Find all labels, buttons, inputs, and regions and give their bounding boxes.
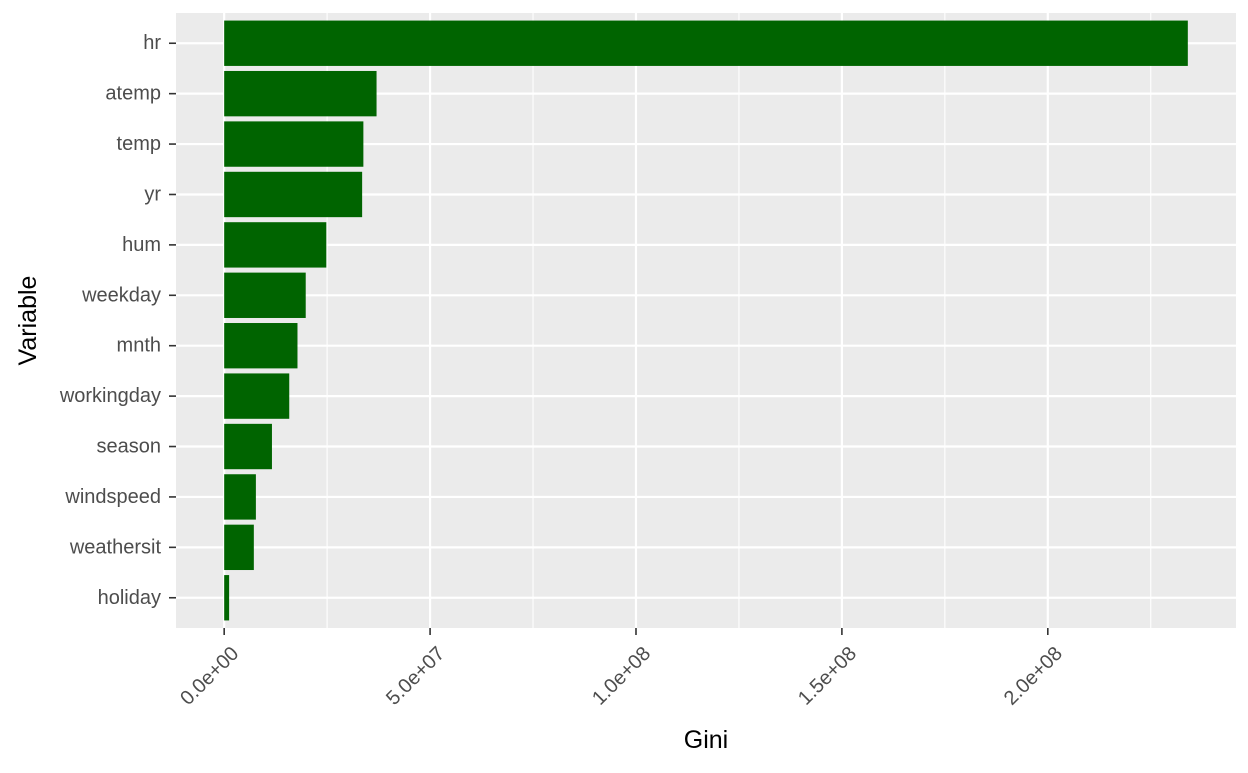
bar-workingday [224, 373, 290, 419]
y-tick-label: temp [117, 133, 161, 155]
x-tick-label: 0.0e+00 [176, 643, 243, 710]
bars [224, 20, 1188, 621]
y-tick-label: windspeed [64, 486, 161, 508]
y-tick-label: workingday [59, 385, 161, 407]
bar-windspeed [224, 474, 256, 520]
y-tick-label: weekday [81, 284, 161, 306]
bar-temp [224, 121, 364, 167]
bar-weathersit [224, 524, 254, 571]
bar-hum [224, 222, 327, 268]
y-tick-label: hum [122, 234, 161, 256]
y-tick-label: yr [144, 183, 161, 205]
x-tick-label: 5.0e+07 [382, 643, 449, 710]
y-tick-label: mnth [117, 335, 161, 357]
y-tick-label: weathersit [69, 536, 162, 558]
bar-atemp [224, 70, 377, 117]
x-axis: 0.0e+00 5.0e+07 1.0e+08 1.5e+08 2.0e+08 [176, 628, 1067, 710]
bar-yr [224, 171, 363, 218]
y-axis-title: Variable [14, 276, 42, 366]
bar-holiday [224, 575, 230, 621]
y-tick-label: season [97, 436, 162, 458]
x-tick-label: 2.0e+08 [1000, 643, 1067, 710]
y-axis: hr atemp temp yr hum weekday mnth workingday sea… [59, 32, 176, 609]
bar-mnth [224, 323, 298, 369]
bar-season [224, 423, 272, 470]
x-tick-label: 1.0e+08 [588, 643, 655, 710]
y-tick-label: atemp [105, 83, 161, 105]
x-tick-label: 1.5e+08 [794, 643, 861, 710]
y-tick-label: holiday [98, 587, 161, 609]
bar-weekday [224, 272, 306, 318]
bar-hr [224, 20, 1188, 66]
x-axis-title: Gini [684, 726, 728, 754]
y-tick-label: hr [143, 32, 161, 54]
